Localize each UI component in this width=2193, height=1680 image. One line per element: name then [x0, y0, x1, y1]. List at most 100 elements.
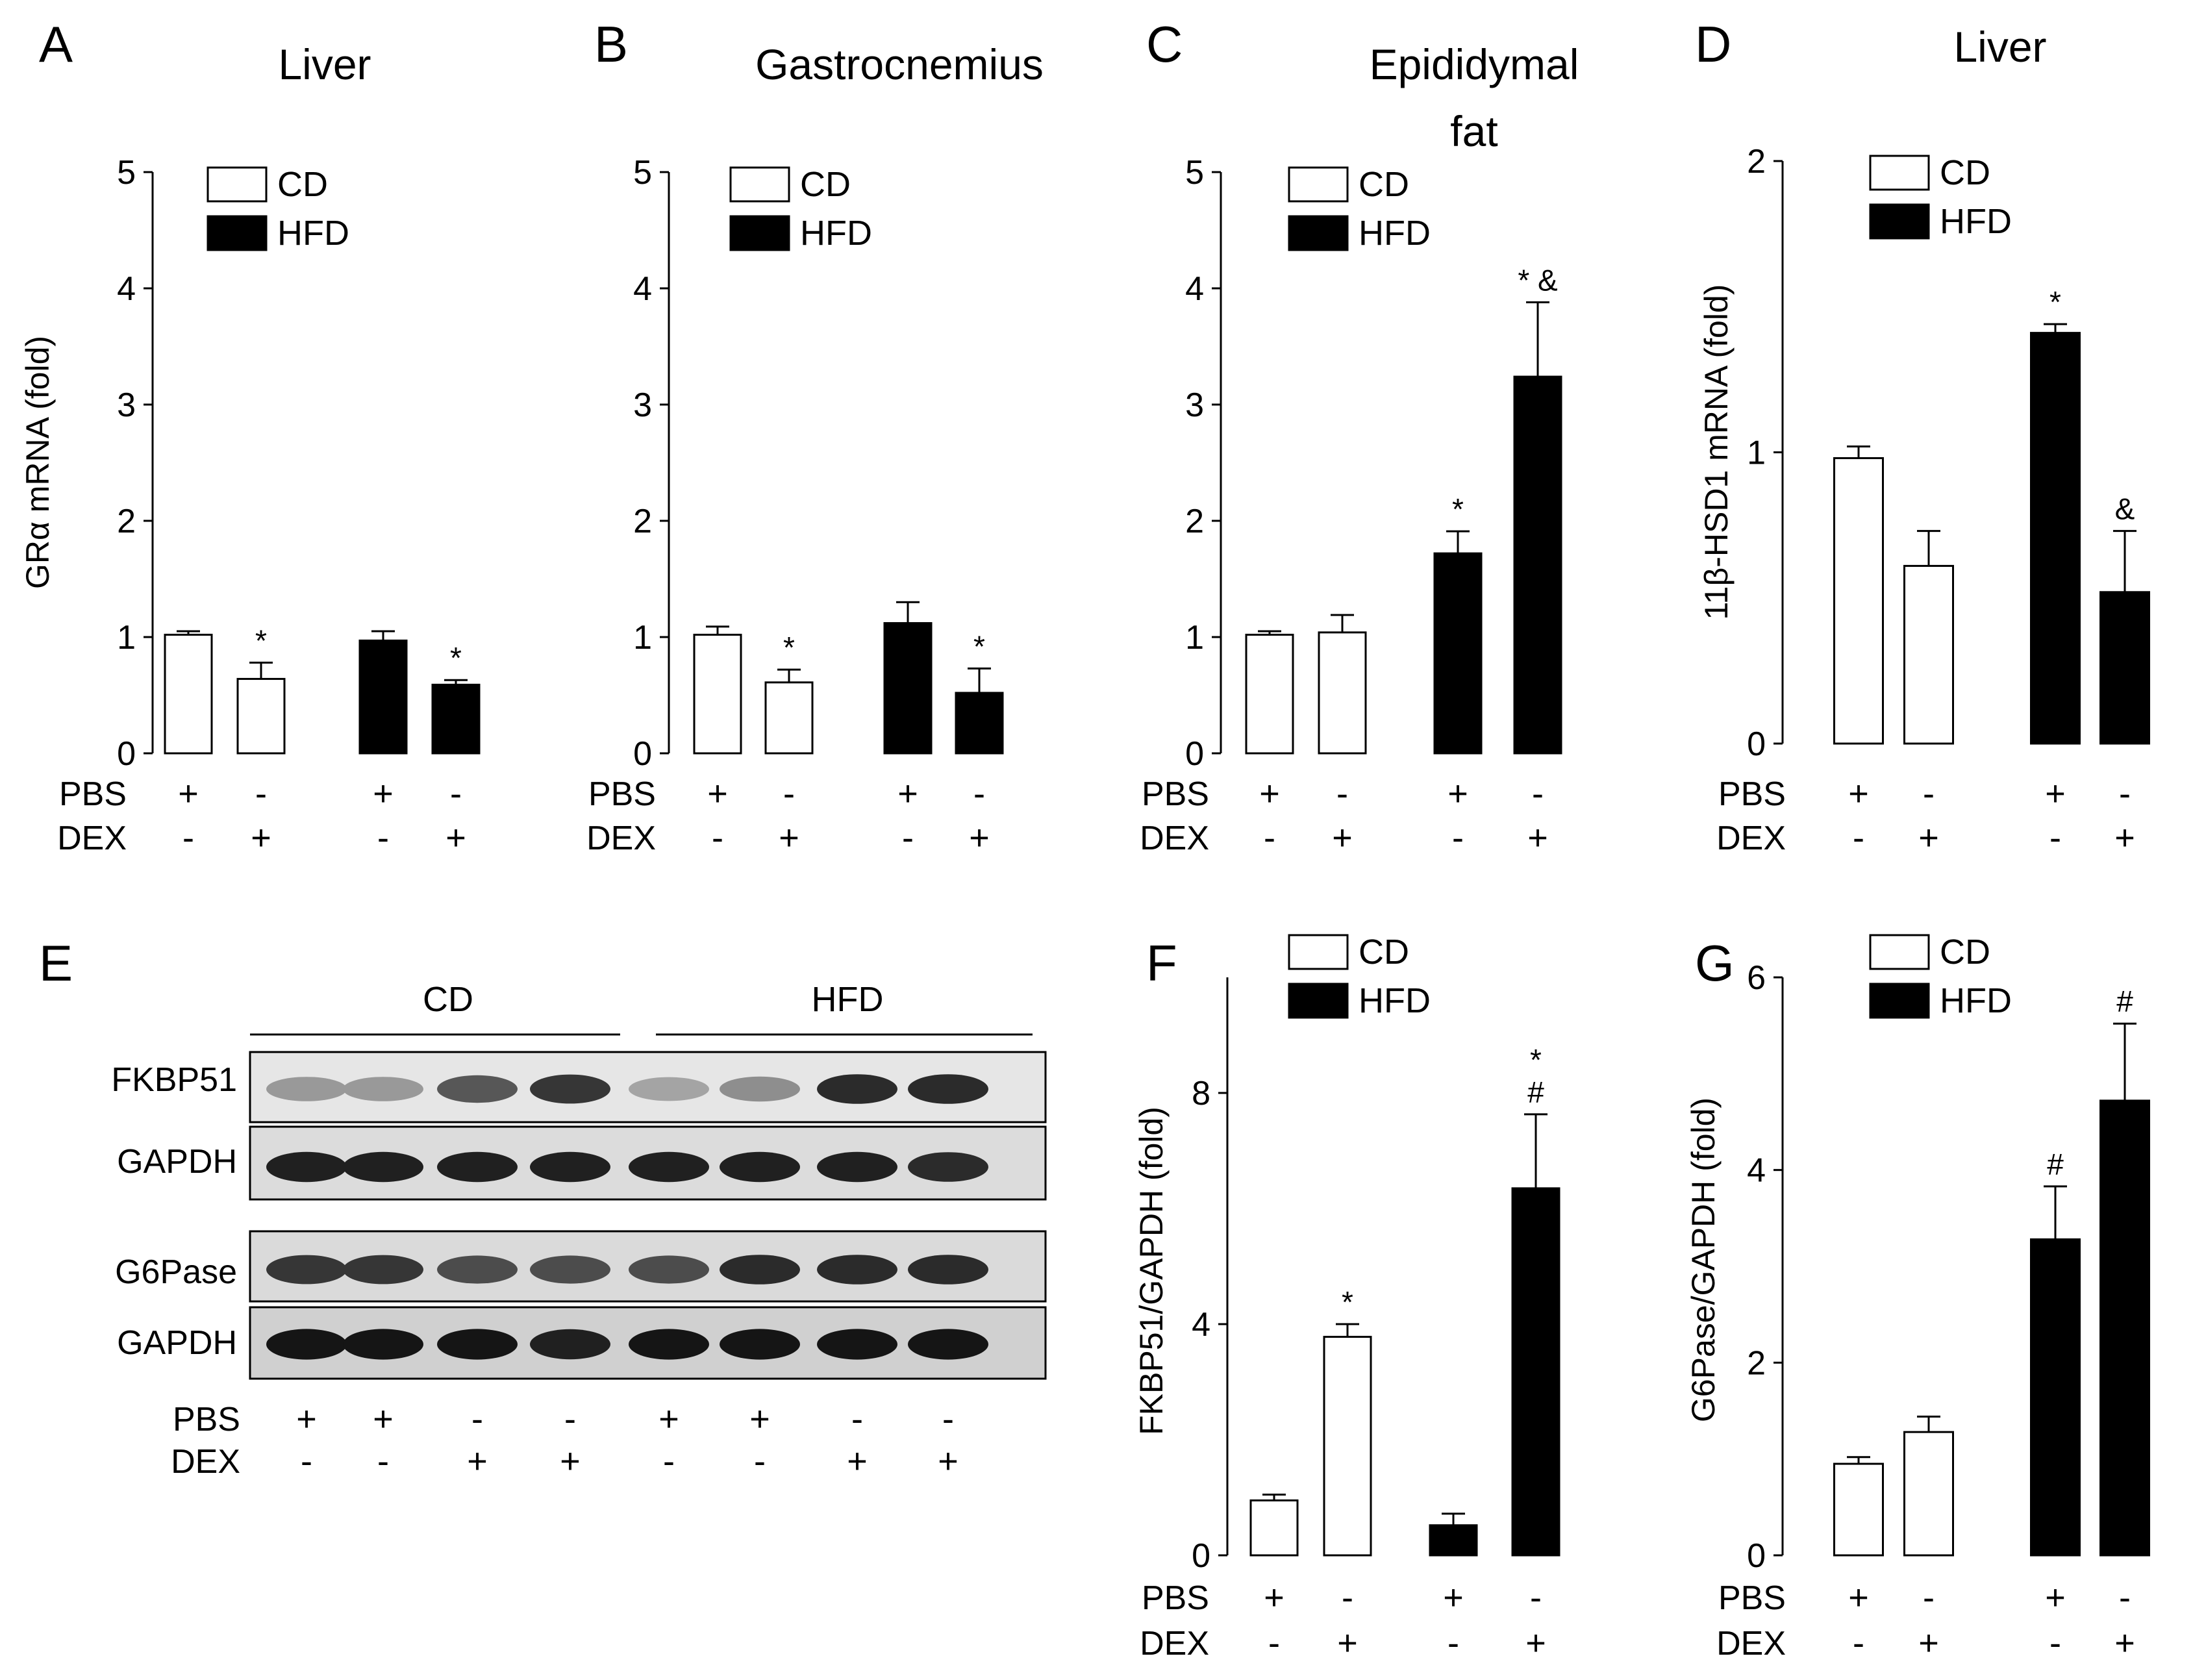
significance-marker: #: [2047, 1147, 2064, 1181]
dex-sign: -: [377, 818, 389, 857]
y-tick-label: 2: [633, 503, 652, 540]
y-tick-label: 3: [117, 386, 136, 424]
blot-band: [266, 1329, 347, 1360]
legend-label-hfd: HFD: [1359, 981, 1431, 1020]
dex-sign: -: [1264, 818, 1275, 857]
blot-band: [343, 1077, 423, 1101]
legend-swatch-cd: [1288, 934, 1349, 970]
panel-letter-d: D: [1695, 16, 1731, 73]
dex-sign: -: [1853, 818, 1864, 857]
blot-band: [437, 1151, 518, 1183]
pbs-sign: -: [1923, 774, 1935, 813]
blot-dex-sign: -: [663, 1442, 675, 1481]
pbs-sign: -: [2119, 1578, 2131, 1617]
blot-dex-sign: -: [754, 1442, 766, 1481]
bar-hfd-pbs: [1433, 552, 1483, 755]
bar-cd-pbs: [1833, 457, 1884, 745]
blot-band: [530, 1074, 610, 1104]
dex-sign: +: [1525, 1624, 1546, 1662]
blot-dex-sign: +: [560, 1442, 581, 1481]
blot-band: [530, 1255, 610, 1284]
blot-band: [908, 1255, 988, 1285]
legend-swatch-cd: [207, 166, 268, 203]
bar-hfd-pbs: [358, 639, 408, 755]
bar-cd-pbs: [164, 633, 213, 755]
legend-label-cd: CD: [1359, 933, 1409, 972]
blot-dex-label: DEX: [171, 1443, 240, 1481]
pbs-sign: -: [1530, 1578, 1542, 1617]
blot-band: [817, 1329, 897, 1360]
dex-row-label: DEX: [57, 820, 127, 857]
bar-cd-dex: [236, 677, 286, 755]
bar-cd-dex: [1318, 631, 1367, 755]
blot-row-label-gapdh-1: GAPDH: [117, 1143, 237, 1181]
blot-pbs-sign: +: [658, 1399, 679, 1438]
blot-dex-sign: +: [938, 1442, 959, 1481]
legend-label-cd: CD: [1359, 165, 1409, 204]
y-tick-label: 0: [633, 735, 652, 773]
pbs-row-label: PBS: [1718, 1579, 1786, 1617]
blot-pbs-label: PBS: [173, 1401, 240, 1438]
pbs-sign: +: [373, 774, 394, 813]
significance-marker: *: [1530, 1043, 1542, 1077]
blot-band: [437, 1329, 518, 1360]
y-tick-label: 2: [1185, 503, 1204, 540]
blot-band: [343, 1329, 423, 1360]
blot-pbs-sign: -: [471, 1399, 483, 1438]
blot-band: [629, 1077, 709, 1101]
significance-marker: #: [1527, 1075, 1544, 1109]
blot-band: [266, 1255, 347, 1285]
blot-lane-signs: + + - - + + - - - - + + - - + +: [296, 1399, 959, 1481]
legend-label-hfd: HFD: [1359, 214, 1431, 253]
pbs-sign: -: [973, 774, 985, 813]
pbs-row-label: PBS: [1142, 775, 1209, 813]
chart-title-line-2: fat: [1450, 107, 1498, 155]
pbs-row-label: PBS: [588, 775, 656, 813]
legend-swatch-cd: [729, 166, 790, 203]
y-tick-label: 0: [1192, 1537, 1210, 1575]
y-tick-label: 1: [1185, 619, 1204, 657]
y-tick-label: 4: [1747, 1152, 1766, 1190]
legend-swatch-hfd: [207, 215, 268, 251]
pbs-sign: +: [1447, 774, 1468, 813]
significance-marker: * &: [1518, 263, 1557, 297]
blot-dex-sign: +: [467, 1442, 488, 1481]
dex-sign: +: [1332, 818, 1353, 857]
y-tick-label: 4: [117, 270, 136, 308]
legend-label-hfd: HFD: [277, 214, 349, 253]
bar-hfd-dex: [1511, 1187, 1560, 1557]
dex-sign: +: [1918, 818, 1939, 857]
dex-sign: -: [712, 818, 723, 857]
dex-sign: +: [1918, 1624, 1939, 1662]
pbs-sign: +: [2045, 1578, 2066, 1617]
pbs-sign: +: [1259, 774, 1280, 813]
blot-band: [817, 1151, 897, 1183]
chart-title: Liver: [1953, 23, 2046, 71]
bar-cd-pbs: [1249, 1499, 1299, 1557]
legend-swatch-hfd: [729, 215, 790, 251]
bar-cd-pbs: [1245, 633, 1294, 755]
legend-label-hfd: HFD: [800, 214, 872, 253]
panel-letter-b: B: [594, 16, 628, 73]
blot-dex-sign: -: [301, 1442, 312, 1481]
blot-row-label-gapdh-2: GAPDH: [117, 1324, 237, 1362]
pbs-sign: -: [783, 774, 795, 813]
blot-pbs-sign: -: [942, 1399, 954, 1438]
y-tick-label: 1: [1747, 434, 1766, 472]
blot-band: [629, 1329, 709, 1360]
legend-label-hfd: HFD: [1940, 981, 2012, 1020]
blot-group-label-hfd: HFD: [812, 980, 884, 1019]
pbs-sign: -: [2119, 774, 2131, 813]
significance-marker: *: [255, 623, 267, 657]
blot-pbs-sign: +: [749, 1399, 770, 1438]
legend-swatch-hfd: [1288, 983, 1349, 1019]
pbs-sign: -: [1342, 1578, 1353, 1617]
blot-group-label-cd: CD: [423, 980, 473, 1019]
pbs-sign: -: [255, 774, 267, 813]
blot-dex-sign: -: [377, 1442, 389, 1481]
y-tick-label: 4: [1192, 1306, 1210, 1344]
panel-letter-a: A: [39, 16, 73, 73]
blot-band: [266, 1151, 347, 1183]
significance-marker: *: [2049, 285, 2061, 319]
